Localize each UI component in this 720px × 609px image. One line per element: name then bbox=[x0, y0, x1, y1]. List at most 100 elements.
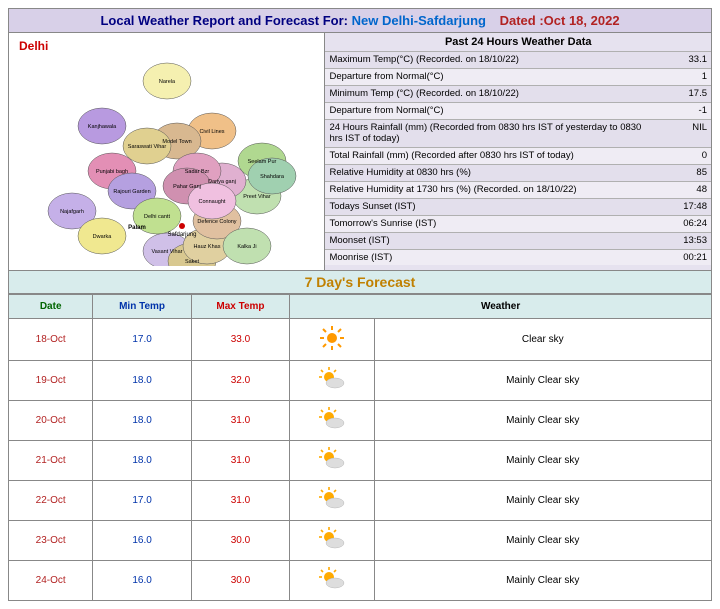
svg-text:Dariya ganj: Dariya ganj bbox=[208, 179, 236, 185]
weather-icon bbox=[319, 325, 345, 354]
data-label: Departure from Normal(°C) bbox=[329, 71, 657, 83]
svg-text:Punjabi bagh: Punjabi bagh bbox=[96, 169, 128, 175]
svg-text:Saket: Saket bbox=[185, 259, 200, 265]
cell-date: 21-Oct bbox=[9, 441, 93, 481]
cell-max: 31.0 bbox=[191, 441, 289, 481]
forecast-row: 18-Oct17.033.0Clear sky bbox=[9, 319, 712, 361]
data-value: 33.1 bbox=[657, 54, 707, 66]
data-label: Departure from Normal(°C) bbox=[329, 105, 657, 117]
svg-text:Preet Vihar: Preet Vihar bbox=[243, 194, 271, 200]
svg-text:Sadar Bzr: Sadar Bzr bbox=[184, 169, 209, 175]
data-label: Relative Humidity at 0830 hrs (%) bbox=[329, 167, 657, 179]
data-row: Tomorrow's Sunrise (IST)06:24 bbox=[325, 215, 711, 232]
cell-max: 31.0 bbox=[191, 401, 289, 441]
forecast-row: 21-Oct18.031.0Mainly Clear sky bbox=[9, 441, 712, 481]
data-row: Moonset (IST)13:53 bbox=[325, 232, 711, 249]
cell-icon bbox=[290, 521, 374, 561]
top-section: Delhi NarelaKanjhawalaPunjabi baghNajafg… bbox=[8, 33, 712, 271]
forecast-table: Date Min Temp Max Temp Weather 18-Oct17.… bbox=[8, 294, 712, 601]
cell-icon bbox=[290, 319, 374, 361]
cell-min: 17.0 bbox=[93, 481, 191, 521]
cell-min: 18.0 bbox=[93, 401, 191, 441]
data-row: 24 Hours Rainfall (mm) (Recorded from 08… bbox=[325, 119, 711, 148]
header-location: New Delhi-Safdarjung bbox=[352, 13, 486, 28]
cell-min: 18.0 bbox=[93, 441, 191, 481]
svg-text:Pahar Ganj: Pahar Ganj bbox=[173, 184, 201, 190]
svg-text:Najafgarh: Najafgarh bbox=[60, 209, 84, 215]
cell-date: 23-Oct bbox=[9, 521, 93, 561]
cell-max: 31.0 bbox=[191, 481, 289, 521]
svg-text:Shahdara: Shahdara bbox=[260, 174, 285, 180]
svg-text:Model Town: Model Town bbox=[162, 139, 191, 145]
data-row: Todays Sunset (IST)17:48 bbox=[325, 198, 711, 215]
svg-text:Seelam Pur: Seelam Pur bbox=[247, 159, 276, 165]
forecast-row: 22-Oct17.031.0 Mainly Clear sky bbox=[9, 481, 712, 521]
weather-icon bbox=[318, 527, 346, 554]
cell-weather: Mainly Clear sky bbox=[374, 481, 711, 521]
col-header-weather: Weather bbox=[290, 295, 712, 319]
svg-text:Defence Colony: Defence Colony bbox=[197, 219, 236, 225]
report-header: Local Weather Report and Forecast For: N… bbox=[8, 8, 712, 33]
data-label: Minimum Temp (°C) (Recorded. on 18/10/22… bbox=[329, 88, 657, 100]
svg-text:Palam: Palam bbox=[128, 225, 146, 231]
cell-date: 22-Oct bbox=[9, 481, 93, 521]
weather-icon bbox=[318, 567, 346, 594]
svg-text:Saraswati Vihar: Saraswati Vihar bbox=[128, 144, 167, 150]
svg-text:Vasant Vihar: Vasant Vihar bbox=[151, 249, 182, 255]
data-label: Maximum Temp(°C) (Recorded. on 18/10/22) bbox=[329, 54, 657, 66]
cell-date: 18-Oct bbox=[9, 319, 93, 361]
data-label: Total Rainfall (mm) (Recorded after 0830… bbox=[329, 150, 657, 162]
data-value: 17:48 bbox=[657, 201, 707, 213]
forecast-row: 24-Oct16.030.0Mainly Clear sky bbox=[9, 561, 712, 601]
data-label: Tomorrow's Sunrise (IST) bbox=[329, 218, 657, 230]
cell-max: 30.0 bbox=[191, 561, 289, 601]
data-label: Todays Sunset (IST) bbox=[329, 201, 657, 213]
data-label: 24 Hours Rainfall (mm) (Recorded from 08… bbox=[329, 122, 657, 146]
col-header-max: Max Temp bbox=[191, 295, 289, 319]
data-row: Minimum Temp (°C) (Recorded. on 18/10/22… bbox=[325, 85, 711, 102]
data-row: Relative Humidity at 1730 hrs (%) (Recor… bbox=[325, 181, 711, 198]
header-date: Dated :Oct 18, 2022 bbox=[500, 13, 620, 28]
data-value: 0 bbox=[657, 150, 707, 162]
data-label: Moonrise (IST) bbox=[329, 252, 657, 264]
cell-date: 19-Oct bbox=[9, 361, 93, 401]
cell-weather: Mainly Clear sky bbox=[374, 521, 711, 561]
cell-min: 16.0 bbox=[93, 521, 191, 561]
forecast-row: 23-Oct16.030.0Mainly Clear sky bbox=[9, 521, 712, 561]
map-panel: Delhi NarelaKanjhawalaPunjabi baghNajafg… bbox=[9, 33, 325, 270]
data-value: 13:53 bbox=[657, 235, 707, 247]
weather-icon bbox=[318, 487, 346, 514]
data-value: 48 bbox=[657, 184, 707, 196]
cell-date: 20-Oct bbox=[9, 401, 93, 441]
cell-max: 32.0 bbox=[191, 361, 289, 401]
svg-text:Rajouri Garden: Rajouri Garden bbox=[113, 189, 150, 195]
data-value: 17.5 bbox=[657, 88, 707, 100]
svg-text:Kalka Ji: Kalka Ji bbox=[237, 244, 256, 250]
past-24h-title: Past 24 Hours Weather Data bbox=[325, 33, 711, 51]
cell-icon bbox=[290, 401, 374, 441]
data-value: 06:24 bbox=[657, 218, 707, 230]
data-row: Maximum Temp(°C) (Recorded. on 18/10/22)… bbox=[325, 51, 711, 68]
header-prefix: Local Weather Report and Forecast For: bbox=[100, 13, 348, 28]
data-value: 85 bbox=[657, 167, 707, 179]
svg-text:Hauz Khas: Hauz Khas bbox=[193, 244, 220, 250]
svg-text:Narela: Narela bbox=[159, 79, 176, 85]
data-row: Total Rainfall (mm) (Recorded after 0830… bbox=[325, 147, 711, 164]
cell-max: 33.0 bbox=[191, 319, 289, 361]
data-row: Moonrise (IST)00:21 bbox=[325, 249, 711, 266]
data-row: Relative Humidity at 0830 hrs (%)85 bbox=[325, 164, 711, 181]
svg-text:Kanjhawala: Kanjhawala bbox=[88, 124, 117, 130]
svg-text:Dwarka: Dwarka bbox=[92, 234, 112, 240]
data-label: Relative Humidity at 1730 hrs (%) (Recor… bbox=[329, 184, 657, 196]
cell-icon bbox=[290, 561, 374, 601]
weather-icon bbox=[318, 447, 346, 474]
delhi-map: Narela Kanjhawala Punjabi bagh Najafgarh Raj… bbox=[17, 51, 317, 266]
cell-icon bbox=[290, 441, 374, 481]
cell-icon bbox=[290, 361, 374, 401]
data-row: Departure from Normal(°C)1 bbox=[325, 68, 711, 85]
cell-icon bbox=[290, 481, 374, 521]
cell-weather: Mainly Clear sky bbox=[374, 361, 711, 401]
col-header-date: Date bbox=[9, 295, 93, 319]
svg-text:Delhi cantt: Delhi cantt bbox=[144, 214, 170, 220]
data-value: 00:21 bbox=[657, 252, 707, 264]
